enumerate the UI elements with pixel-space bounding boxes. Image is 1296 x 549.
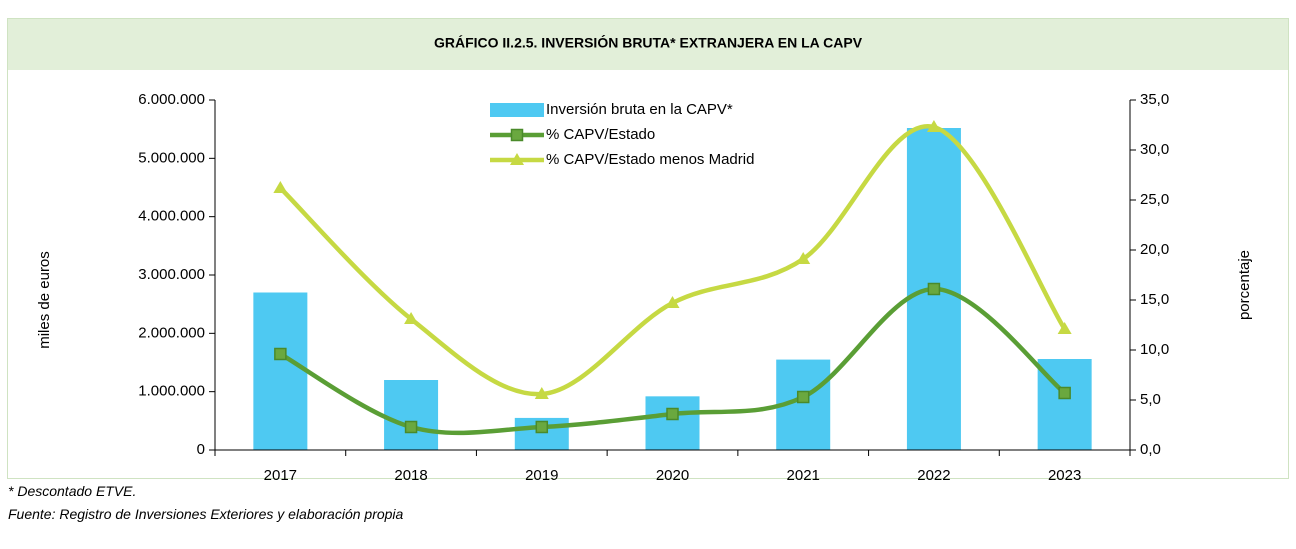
y-axis-label: miles de euros: [36, 251, 53, 349]
x-tick-label: 2020: [656, 467, 689, 484]
point: [666, 407, 679, 421]
x-tick-label: 2022: [917, 467, 950, 484]
y2-tick-label: 10,0: [1140, 341, 1169, 358]
x-tick-label: 2018: [394, 467, 427, 484]
legend-label: % CAPV/Estado: [546, 126, 655, 143]
legend-marker: [510, 153, 524, 165]
point: [534, 387, 549, 399]
point: [796, 252, 811, 264]
bar: [645, 396, 700, 450]
bar: [384, 380, 439, 450]
point: [535, 420, 549, 434]
frame: [7, 18, 1289, 479]
y2-tick-label: 15,0: [1140, 291, 1169, 308]
y2-tick-label: 0,0: [1140, 441, 1161, 458]
legend-swatch: [490, 103, 544, 117]
y-tick-label: 0: [197, 441, 205, 458]
point: [274, 347, 287, 361]
source: Fuente: Registro de Inversiones Exterior…: [8, 506, 404, 522]
y-tick-label: 3.000.000: [138, 266, 205, 283]
point: [404, 420, 418, 434]
bar: [253, 292, 308, 450]
point: [927, 282, 941, 296]
y2-axis-label: porcentaje: [1236, 250, 1253, 320]
title-band: [7, 18, 1289, 70]
x-tick-label: 2023: [1048, 467, 1081, 484]
point: [404, 312, 419, 324]
y-tick-label: 6.000.000: [138, 91, 205, 108]
y2-tick-label: 5,0: [1140, 391, 1161, 408]
point: [926, 120, 941, 132]
legend-label: Inversión bruta en la CAPV*: [546, 101, 733, 118]
point: [1057, 322, 1072, 334]
chart-title: GRÁFICO II.2.5. INVERSIÓN BRUTA* EXTRANJ…: [434, 34, 863, 51]
point: [665, 296, 680, 308]
legend-label: % CAPV/Estado menos Madrid: [546, 151, 754, 168]
point: [796, 390, 810, 404]
y-tick-label: 1.000.000: [138, 383, 205, 400]
x-tick-label: 2017: [264, 467, 297, 484]
y2-tick-label: 35,0: [1140, 91, 1169, 108]
point: [273, 181, 288, 193]
y-tick-label: 4.000.000: [138, 208, 205, 225]
legend-marker: [510, 128, 524, 142]
footnote: * Descontado ETVE.: [8, 483, 136, 499]
y2-tick-label: 20,0: [1140, 241, 1169, 258]
x-tick-label: 2021: [787, 467, 820, 484]
x-tick-label: 2019: [525, 467, 558, 484]
y2-tick-label: 30,0: [1140, 141, 1169, 158]
y2-tick-label: 25,0: [1140, 191, 1169, 208]
point: [1058, 386, 1071, 400]
y-tick-label: 5.000.000: [138, 149, 205, 166]
y-tick-label: 2.000.000: [138, 324, 205, 341]
